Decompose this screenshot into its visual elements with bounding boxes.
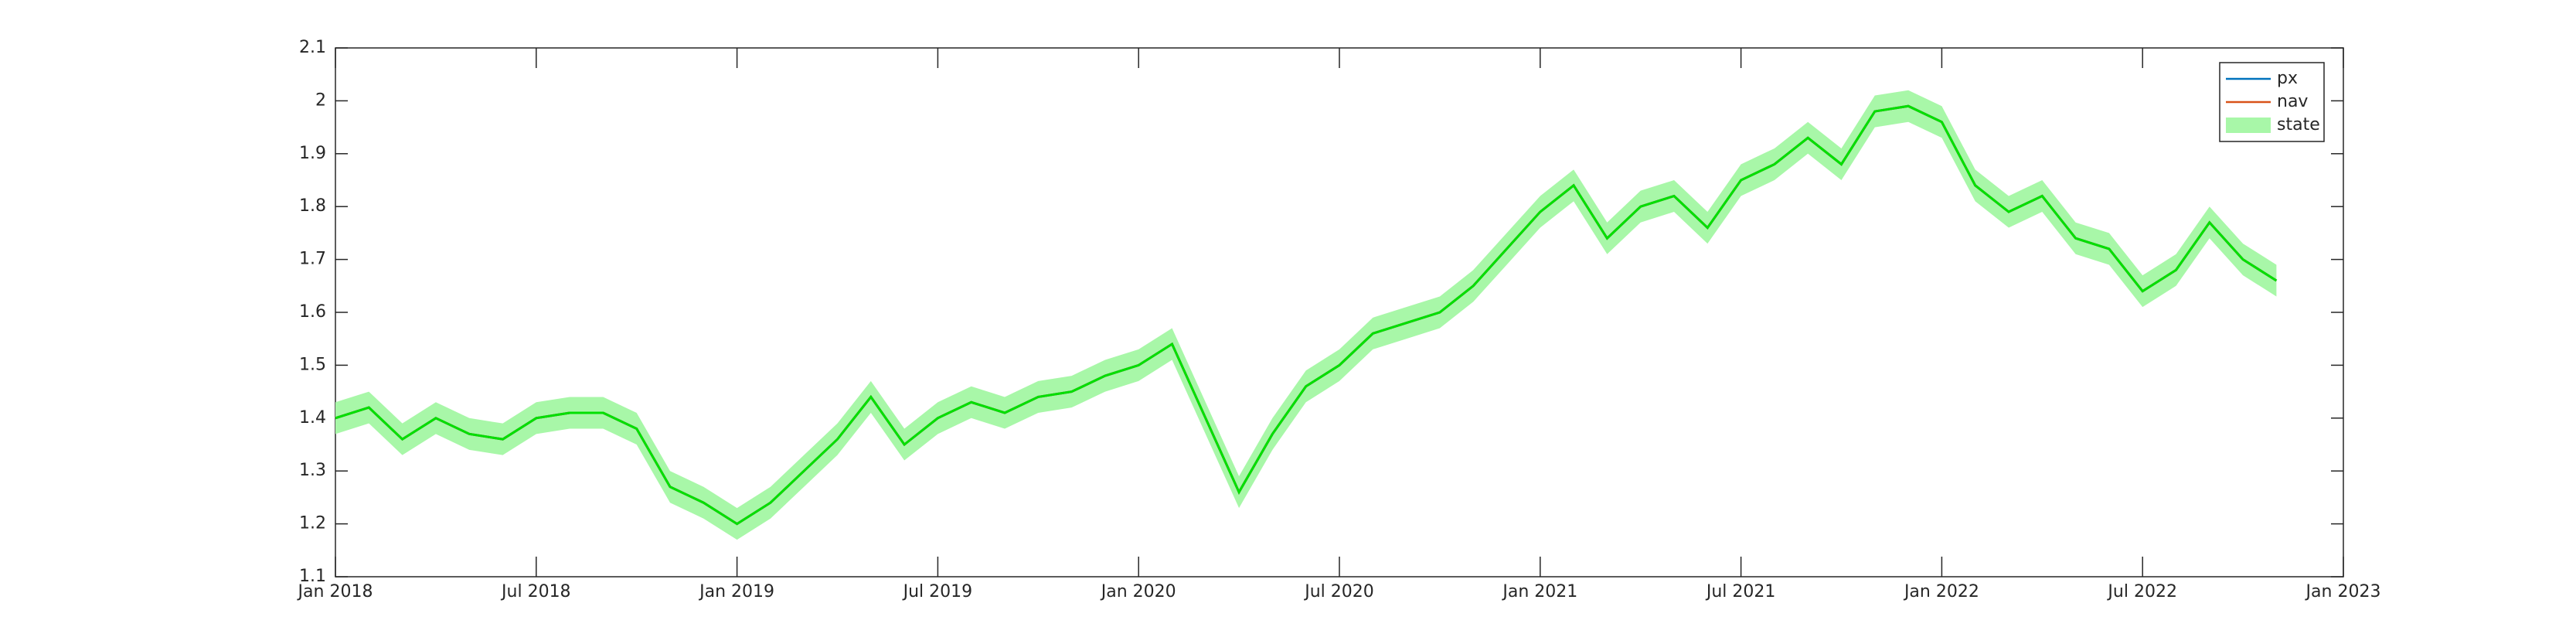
x-tick-label: Jul 2018 [500, 582, 571, 601]
y-tick-label: 1.6 [299, 302, 326, 322]
y-tick-label: 2 [315, 90, 326, 110]
y-tick-label: 1.2 [299, 514, 326, 533]
legend-label: state [2277, 115, 2320, 135]
y-tick-label: 1.5 [299, 355, 326, 374]
y-tick-label: 1.3 [299, 461, 326, 480]
y-tick-label: 2.1 [299, 38, 326, 57]
x-tick-label: Jan 2023 [2305, 582, 2381, 601]
x-tick-label: Jan 2020 [1100, 582, 1176, 601]
x-tick-label: Jan 2019 [698, 582, 774, 601]
legend-label: nav [2277, 92, 2308, 111]
y-tick-label: 1.1 [299, 567, 326, 586]
series-line [335, 104, 2278, 526]
x-tick-label: Jul 2019 [902, 582, 973, 601]
x-tick-label: Jul 2021 [1705, 582, 1776, 601]
legend-swatch [2226, 118, 2271, 133]
y-tick-label: 1.9 [299, 144, 326, 163]
legend-label: px [2277, 69, 2298, 88]
x-tick-label: Jul 2020 [1303, 582, 1374, 601]
y-tick-label: 1.7 [299, 250, 326, 269]
x-tick-label: Jan 2022 [1903, 582, 1979, 601]
x-tick-label: Jul 2022 [2106, 582, 2177, 601]
y-tick-label: 1.4 [299, 408, 326, 428]
x-tick-label: Jan 2021 [1501, 582, 1577, 601]
plot-area [335, 47, 2344, 578]
y-tick-label: 1.8 [299, 196, 326, 216]
x-tick-label: Jan 2018 [297, 582, 373, 601]
